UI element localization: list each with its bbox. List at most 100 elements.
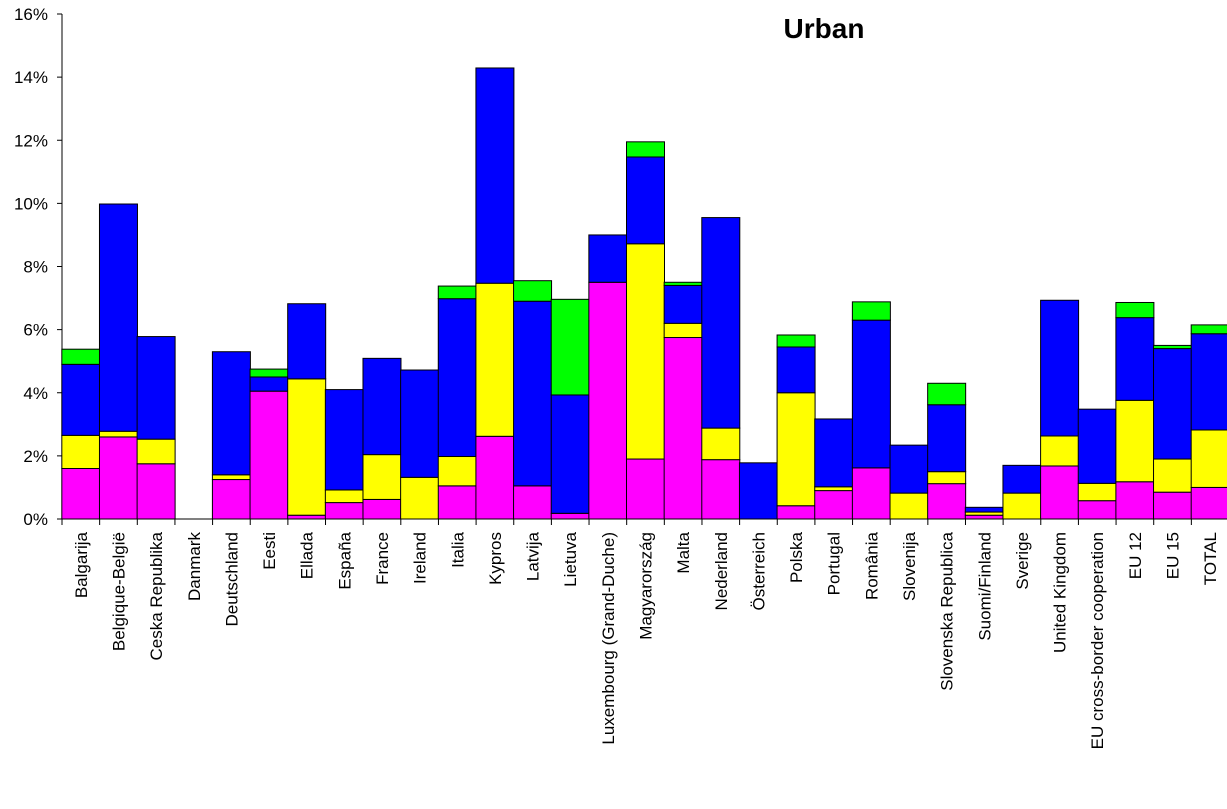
bar-segment (701, 427, 741, 461)
bar-segment (1115, 317, 1155, 401)
bar-segment (324, 389, 364, 491)
bar-segment (513, 280, 553, 302)
category-label: Kypros (486, 532, 505, 585)
bar-segment (1002, 464, 1042, 494)
bar-segment (964, 506, 1004, 513)
bar-segment (663, 284, 703, 324)
y-tick-label: 2% (23, 447, 48, 466)
category-labels: Balgarija Belgique-België Ceska Republika D… (72, 531, 1220, 749)
bar-segment (513, 485, 553, 520)
bar-segment (663, 281, 703, 286)
bar-segment (927, 471, 967, 485)
bar-segment (550, 298, 590, 396)
category-label: Suomi/Finland (975, 532, 994, 641)
bar-segment (851, 301, 891, 321)
bar-segment (588, 234, 628, 283)
bar-segment (927, 382, 967, 406)
x-axis (61, 518, 1227, 525)
bar-segment (324, 502, 364, 520)
bar-segment (1115, 399, 1155, 483)
bar-segment (776, 392, 816, 507)
bar-segment (776, 334, 816, 348)
bar-segment (927, 483, 967, 520)
bar-segment (776, 346, 816, 394)
category-label: Malta (674, 531, 693, 573)
bar-segment (889, 444, 929, 494)
y-tick-label: 0% (23, 510, 48, 529)
category-label: Belgique-België (109, 532, 128, 651)
bar-segment (588, 281, 628, 520)
bars-group (61, 67, 1227, 520)
bar-segment (1040, 299, 1080, 437)
y-tick-label: 6% (23, 321, 48, 340)
category-label: Sverige (1013, 532, 1032, 590)
bar-segment (851, 467, 891, 520)
category-label: Slovenska Republica (938, 531, 957, 690)
bar-segment (1190, 429, 1227, 488)
category-label: Ceska Republika (147, 531, 166, 660)
bar-segment (1040, 435, 1080, 467)
bar-segment (626, 141, 665, 158)
category-label: EU 12 (1126, 532, 1145, 579)
category-label: Danmark (185, 532, 204, 601)
bar-segment (626, 156, 665, 245)
bar-segment (249, 368, 289, 378)
category-label: EU 15 (1164, 532, 1183, 579)
category-label: TOTAL (1201, 532, 1220, 585)
bar-segment (889, 492, 929, 520)
category-label: Nederland (712, 532, 731, 610)
category-label: Ellada (298, 531, 317, 579)
bar-segment (851, 319, 891, 469)
bar-segment (701, 217, 741, 429)
bar-segment (1115, 481, 1155, 520)
bar-segment (1040, 465, 1080, 520)
bar-segment (1077, 408, 1117, 484)
y-tick-label: 4% (23, 384, 48, 403)
category-label: Lietuva (561, 531, 580, 586)
category-label: Polska (787, 531, 806, 583)
bar-segment (136, 336, 176, 440)
bar-segment (400, 369, 440, 478)
bar-segment (1190, 333, 1227, 431)
bar-segment (1153, 348, 1193, 460)
y-axis: 0% 2% 4% 6% 8% 10% 12% 14% 16% (14, 5, 63, 529)
bar-segment (927, 404, 967, 473)
bar-segment (400, 476, 440, 520)
category-label: Ireland (411, 532, 430, 584)
category-label: Österreich (749, 532, 768, 610)
category-label: Slovenija (900, 531, 919, 601)
bar-segment (1153, 491, 1193, 520)
chart-title: Urban (784, 13, 865, 44)
bar-segment (437, 485, 477, 520)
bar-segment (287, 514, 327, 520)
bar-segment (550, 394, 590, 514)
bar-segment (626, 458, 665, 520)
y-tick-label: 12% (14, 131, 48, 150)
bar-segment (814, 490, 854, 520)
bar-segment (98, 203, 138, 432)
bar-segment (776, 505, 816, 520)
bar-segment (249, 390, 289, 520)
bar-segment (701, 459, 741, 520)
bar-segment (475, 67, 515, 284)
y-tick-label: 16% (14, 5, 48, 24)
bar-segment (1077, 482, 1117, 502)
bar-segment (211, 479, 251, 520)
bar-segment (1115, 301, 1155, 319)
bar-segment (475, 435, 515, 520)
bar-segment (287, 303, 327, 380)
category-label: United Kingdom (1051, 532, 1070, 653)
y-tick-label: 14% (14, 68, 48, 87)
bar-segment (663, 322, 703, 339)
bar-segment (211, 351, 251, 476)
bar-segment (362, 498, 402, 520)
bar-segment (61, 434, 101, 469)
bar-segment (1077, 500, 1117, 520)
bar-segment (437, 285, 477, 300)
bar-segment (211, 474, 251, 481)
bar-segment (513, 300, 553, 487)
bar-segment (287, 378, 327, 516)
bar-segment (1153, 458, 1193, 493)
bar-segment (1002, 492, 1042, 520)
